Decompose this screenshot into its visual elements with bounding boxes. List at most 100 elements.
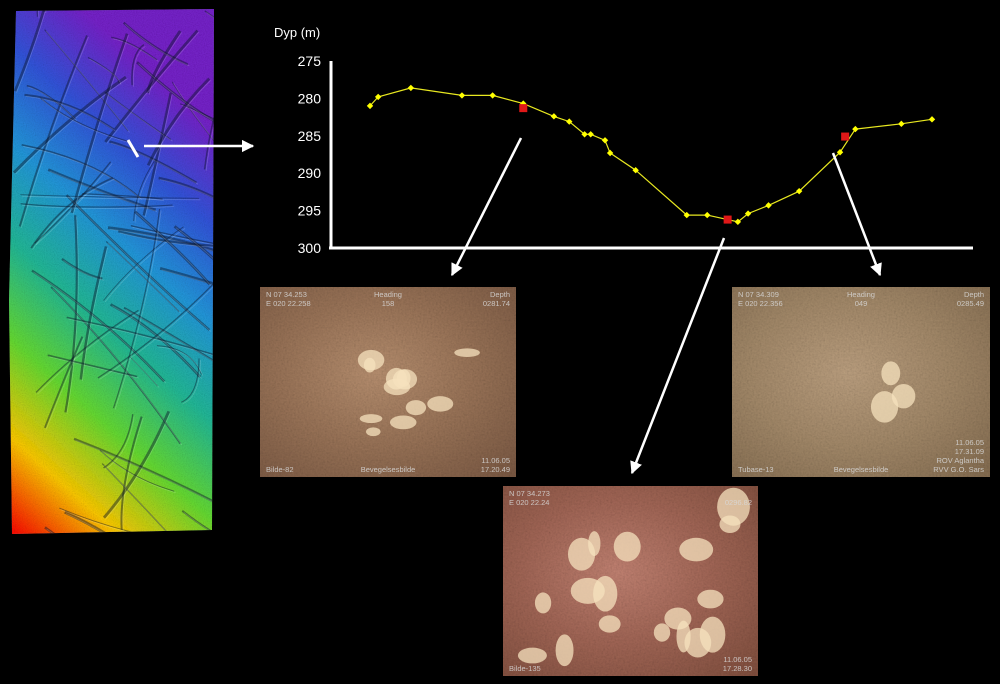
scour-ridge: [103, 226, 184, 301]
scour-ridge-highlight: [25, 95, 116, 132]
photo-location-markers: [519, 104, 850, 224]
sponge-blob: [684, 627, 712, 658]
scour-ridge: [111, 36, 158, 61]
scour-ridge-highlight: [72, 536, 122, 596]
sponge-blob: [653, 623, 671, 642]
scour-ridge: [180, 358, 200, 403]
scour-ridge-highlight: [107, 242, 181, 314]
scour-ridge-highlight: [28, 86, 78, 121]
sponge-blob: [613, 531, 641, 562]
scour-ridge: [61, 257, 103, 280]
scour-ridge-highlight: [68, 318, 214, 372]
scour-ridge: [146, 30, 182, 94]
scour-ridge-highlight: [89, 58, 122, 85]
scour-ridge: [87, 56, 121, 84]
data-point: [407, 84, 415, 92]
sponge-blob: [717, 487, 750, 526]
scour-ridge-highlight: [183, 511, 214, 534]
scour-ridge-highlight: [99, 243, 214, 380]
scour-ridge: [24, 93, 115, 131]
scour-ridge: [120, 416, 143, 530]
scour-ridge: [104, 91, 172, 141]
scour-ridge: [122, 21, 189, 66]
scour-ridge: [130, 225, 214, 257]
scour-ridge-highlight: [52, 288, 183, 446]
sponge-blob: [870, 391, 899, 423]
scour-ridge: [47, 354, 138, 378]
photo-overlay-text: 158: [382, 299, 395, 308]
y-tick-label: 300: [298, 240, 322, 256]
sponge-blob: [891, 383, 916, 409]
seabed-photo-background: [732, 287, 990, 477]
scour-ridge-highlight: [67, 196, 212, 332]
scour-ridge: [171, 81, 214, 197]
scour-ridge-highlight: [101, 451, 176, 494]
sponge-blob: [679, 537, 714, 562]
scour-ridge: [158, 176, 214, 230]
scour-ridge-highlight: [138, 63, 214, 131]
photo-overlay-text: 0285.49: [957, 299, 984, 308]
data-point: [606, 149, 614, 157]
scour-ridge-highlight: [158, 346, 204, 377]
scour-ridge: [123, 306, 214, 403]
scour-ridge: [142, 92, 172, 216]
scour-ridge: [69, 533, 121, 534]
scour-ridge-highlight: [45, 337, 85, 430]
photo-overlay-text: 11.06.05: [481, 456, 510, 465]
scour-ridge-highlight: [49, 356, 139, 379]
data-point: [734, 218, 742, 226]
scour-ridge: [44, 336, 84, 429]
scour-ridge-highlight: [160, 179, 214, 231]
scour-ridge: [34, 161, 112, 244]
depth-profile-points: [366, 84, 936, 226]
photo-overlay-text: Depth: [490, 290, 510, 299]
scour-ridge: [109, 140, 197, 184]
scour-ridge-highlight: [112, 38, 159, 62]
scour-ridge-highlight: [114, 210, 162, 410]
photo-overlay-text: N 07 34.273: [509, 489, 550, 498]
photo-overlay-text: E 020 22.258: [266, 299, 311, 308]
sponge-blob: [881, 361, 901, 386]
scour-ridge: [44, 526, 149, 534]
data-point: [587, 131, 594, 138]
scour-ridge-highlight: [81, 247, 108, 382]
scour-ridge: [65, 194, 211, 331]
scour-ridge: [40, 97, 129, 142]
scour-ridge-highlight: [136, 212, 212, 287]
data-point: [581, 131, 588, 138]
data-point: [765, 202, 772, 209]
scour-ridge-highlight: [16, 9, 61, 93]
scour-ridge: [35, 309, 139, 393]
scour-ridge: [42, 9, 53, 12]
scour-ridge-highlight: [175, 227, 214, 270]
scour-ridge-highlight: [21, 195, 201, 201]
scour-ridge-highlight: [125, 308, 214, 404]
photo-overlay-text: Heading: [847, 290, 875, 299]
photo-overlay-text: Heading: [374, 290, 402, 299]
photo-overlay-text: 0281.74: [483, 299, 510, 308]
scour-ridge: [104, 29, 199, 143]
scour-ridge-highlight: [111, 305, 202, 379]
scour-ridge: [64, 510, 183, 534]
photo-overlay-text: 17.20.49: [481, 465, 510, 474]
scour-ridge-highlight: [149, 79, 211, 167]
scour-ridge: [26, 84, 77, 120]
photo-location-marker: [723, 215, 732, 224]
sponge-blob: [454, 348, 480, 357]
scour-ridge-highlight: [22, 204, 175, 209]
photo-overlay-text: Bilde-82: [266, 465, 294, 474]
scour-ridge-highlight: [144, 94, 173, 218]
scour-ridge-highlight: [122, 417, 144, 532]
scour-ridge-highlight: [23, 145, 142, 200]
scour-ridge: [173, 225, 214, 269]
scour-ridge: [159, 266, 214, 333]
scour-ridge: [79, 246, 108, 380]
scour-ridge-highlight: [41, 99, 130, 144]
scour-ridge: [112, 208, 161, 409]
depth-profile-line: [369, 87, 933, 223]
scour-ridge: [31, 269, 166, 383]
data-point: [852, 125, 859, 133]
sponge-blob: [567, 537, 596, 571]
data-point: [601, 137, 609, 144]
arrow-to-left-photo: [450, 137, 523, 277]
